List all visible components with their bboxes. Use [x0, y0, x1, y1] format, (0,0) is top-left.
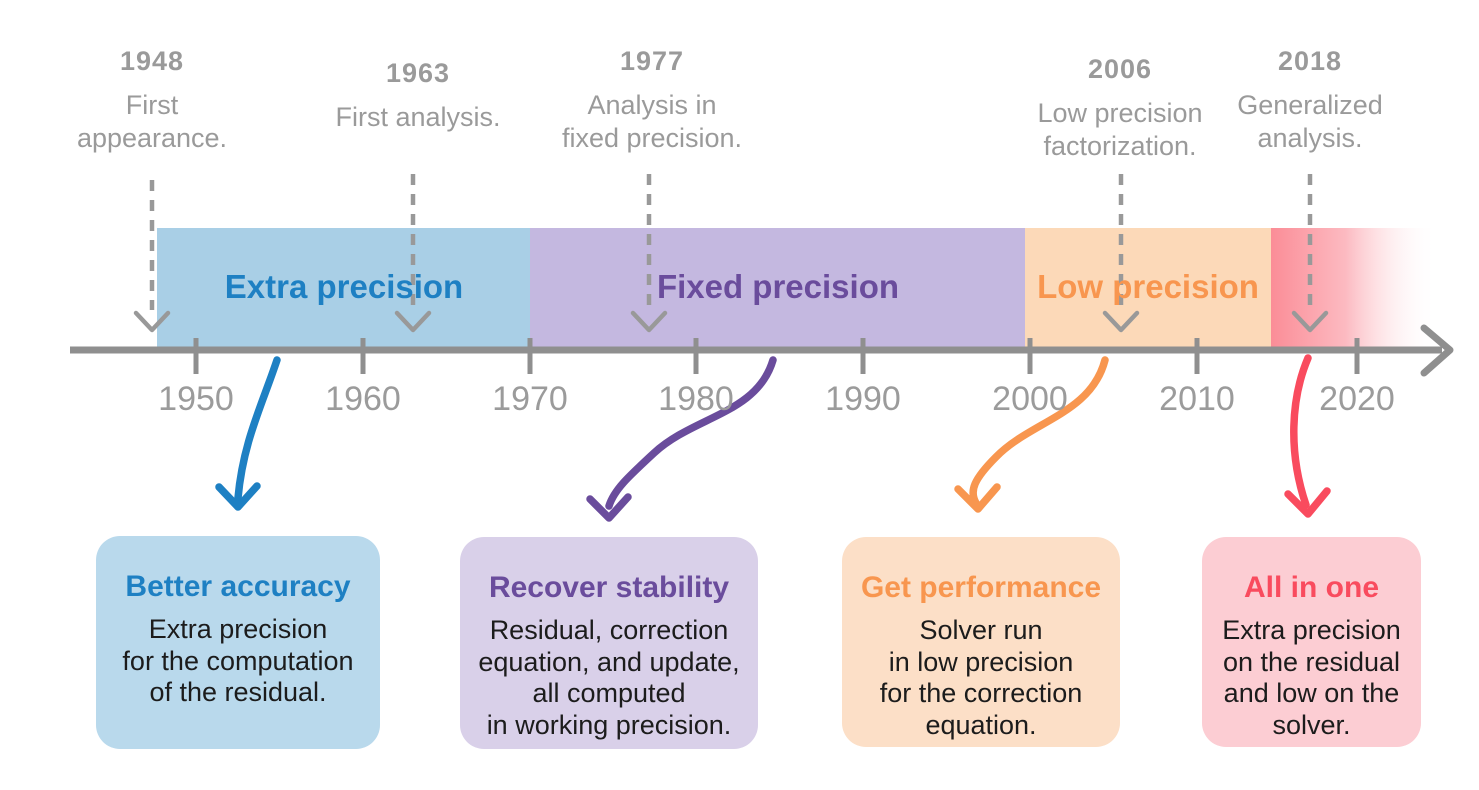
event-arrowhead-1963-icon: [394, 310, 432, 333]
card-body-better-accuracy: Extra precision for the computation of t…: [122, 614, 354, 708]
tick-label-2000: 2000: [992, 380, 1068, 418]
arrow-purple-head-icon: [586, 493, 632, 522]
arrow-orange-curve: [969, 356, 1109, 507]
tick-label-2020: 2020: [1319, 380, 1395, 418]
card-title-all-in-one: All in one: [1244, 571, 1379, 604]
arrow-red-head-icon: [1284, 487, 1331, 518]
card-get-performance: Get performance Solver run in low precis…: [842, 537, 1120, 747]
card-body-all-in-one: Extra precision on the residual and low …: [1222, 615, 1401, 740]
card-better-accuracy: Better accuracy Extra precision for the …: [96, 536, 380, 749]
tick-label-1950: 1950: [158, 380, 234, 418]
card-title-recover-stability: Recover stability: [488, 571, 730, 604]
card-title-get-performance: Get performance: [860, 571, 1102, 604]
event-year-2006: 2006: [1087, 54, 1153, 84]
event-desc-2006: Low precision factorization.: [1037, 98, 1203, 161]
event-desc-1977: Analysis in fixed precision.: [561, 90, 743, 153]
card-title-better-accuracy: Better accuracy: [125, 570, 351, 603]
axis-arrowhead-icon: [1420, 324, 1454, 377]
event-desc-2018: Generalized analysis.: [1237, 90, 1383, 153]
tick-label-1970: 1970: [492, 380, 568, 418]
event-label-2006: 2006 Low precision factorization.: [980, 54, 1260, 163]
era-label-low-precision: Low precision: [1037, 268, 1259, 305]
tick-label-1990: 1990: [825, 380, 901, 418]
event-year-1977: 1977: [619, 46, 685, 76]
event-pointers: [133, 174, 1329, 333]
event-desc-1963: First analysis.: [335, 102, 501, 132]
card-arrows: [215, 354, 1331, 522]
arrow-blue-curve: [234, 356, 281, 502]
event-year-2018: 2018: [1277, 46, 1343, 76]
event-year-1963: 1963: [385, 58, 451, 88]
event-label-1977: 1977 Analysis in fixed precision.: [512, 46, 792, 155]
arrow-purple-curve: [605, 356, 777, 510]
event-label-1963: 1963 First analysis.: [278, 58, 558, 134]
arrow-blue-head-icon: [215, 482, 261, 511]
tick-label-2010: 2010: [1159, 380, 1235, 418]
era-label-extra-precision: Extra precision: [224, 268, 464, 305]
era-label-fixed-precision: Fixed precision: [656, 268, 900, 305]
tick-label-1960: 1960: [325, 380, 401, 418]
card-all-in-one: All in one Extra precision on the residu…: [1202, 537, 1421, 747]
card-body-recover-stability: Residual, correction equation, and updat…: [478, 615, 740, 740]
event-arrowhead-2018-icon: [1291, 310, 1329, 333]
event-label-1948: 1948 First appearance.: [12, 46, 292, 155]
event-desc-1948: First appearance.: [76, 90, 228, 153]
event-year-1948: 1948: [119, 46, 185, 76]
band-low-precision: [1025, 228, 1271, 347]
tick-label-1980: 1980: [658, 380, 734, 418]
band-extra-precision: [157, 228, 530, 347]
event-arrowhead-2006-icon: [1102, 310, 1140, 333]
event-label-2018: 2018 Generalized analysis.: [1180, 46, 1440, 155]
band-mixed-precision-fade: [1271, 228, 1437, 347]
card-body-get-performance: Solver run in low precision for the corr…: [879, 615, 1083, 740]
event-arrowhead-1948-icon: [133, 310, 171, 333]
arrow-orange-head-icon: [954, 483, 1001, 513]
axis-ticks: [193, 338, 1360, 374]
card-recover-stability: Recover stability Residual, correction e…: [460, 537, 758, 749]
band-fixed-precision: [530, 228, 1025, 347]
event-arrowhead-1977-icon: [630, 310, 668, 333]
arrow-red-curve: [1290, 354, 1312, 509]
